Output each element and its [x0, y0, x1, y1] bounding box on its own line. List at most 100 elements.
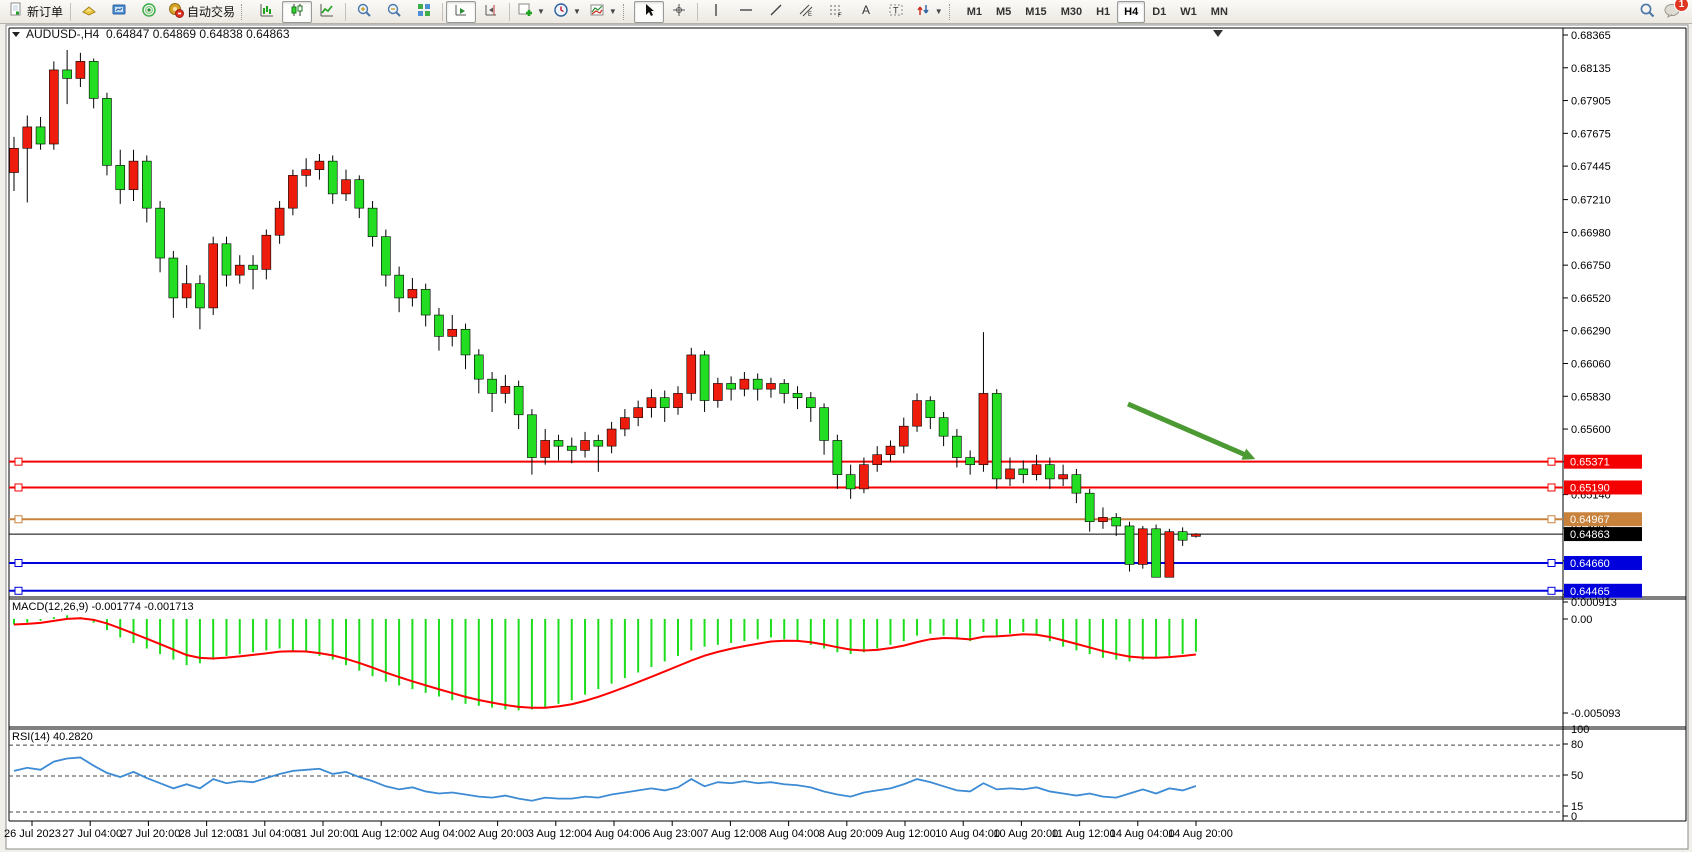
timeframe-m1-button[interactable]: M1	[960, 1, 989, 23]
tile-windows-icon	[416, 2, 432, 21]
time-tick-label: 11 Aug 12:00	[1052, 828, 1116, 840]
candle-body	[168, 257, 179, 299]
chart-shift-marker[interactable]	[1213, 30, 1223, 37]
tile-windows-button[interactable]	[409, 1, 439, 23]
crosshair-tool-button[interactable]	[664, 1, 694, 23]
candle-body	[978, 393, 989, 465]
rsi-axis-label: 15	[1571, 801, 1583, 813]
new-order-button[interactable]: 新订单	[4, 1, 67, 23]
fibonacci-tool-button[interactable]: F	[821, 1, 851, 23]
horizontal-line-tool-button[interactable]	[731, 1, 761, 23]
line-chart-mode-button[interactable]	[312, 1, 342, 23]
price-tick-label: 0.66750	[1571, 260, 1611, 272]
auto-scroll-button[interactable]	[446, 0, 477, 23]
market-watch-button[interactable]	[104, 1, 134, 23]
candle-body	[367, 207, 378, 237]
price-tick-label: 0.65830	[1571, 391, 1611, 403]
vertical-line-tool-button[interactable]	[701, 1, 731, 23]
line-handle	[14, 586, 23, 595]
toolbar-drag-handle[interactable]	[241, 3, 248, 20]
candle-body	[1084, 492, 1095, 522]
macd-axis-label: -0.005093	[1571, 708, 1621, 720]
candle-body	[925, 400, 936, 418]
timeframe-mn-button[interactable]: MN	[1204, 1, 1235, 23]
timeframe-label: MN	[1210, 5, 1228, 18]
symbol-dropdown-icon[interactable]	[12, 32, 20, 37]
chart-dynamic-layer: 0.68365 0.68135 0.67905 0.67675 0.67445 0.672…	[4, 27, 1687, 840]
new-order-label: 新订单	[27, 5, 64, 19]
autotrading-button[interactable]: 自动交易	[164, 1, 239, 23]
gold-ingot-icon	[81, 2, 97, 21]
candle-body	[1164, 531, 1175, 578]
auto-scroll-icon	[453, 2, 469, 21]
template-button[interactable]: ▼	[585, 1, 621, 23]
clock-icon	[553, 2, 569, 21]
trendline-tool-button[interactable]	[761, 1, 791, 23]
line-handle	[1547, 457, 1556, 466]
candle-body	[739, 378, 750, 390]
bar-chart-mode-button[interactable]	[252, 1, 282, 23]
arrows-icon	[915, 2, 931, 21]
timeframe-h1-button[interactable]: H1	[1089, 1, 1117, 23]
signal-icon	[141, 2, 157, 21]
toolbar-drag-handle[interactable]	[948, 3, 956, 20]
candle-body	[62, 69, 72, 79]
chart-shift-button[interactable]	[476, 1, 506, 23]
add-indicator-button[interactable]: ▼	[513, 1, 549, 23]
new-order-icon	[8, 2, 24, 21]
time-tick-label: 3 Aug 12:00	[528, 828, 587, 840]
search-icon[interactable]	[1639, 2, 1656, 22]
candle-body	[234, 264, 245, 276]
price-tick-label: 0.66520	[1571, 293, 1611, 305]
price-tick-label: 0.67445	[1571, 161, 1611, 173]
candle-body	[540, 440, 551, 458]
signals-button[interactable]	[134, 1, 164, 23]
period-button[interactable]: ▼	[549, 1, 585, 23]
trend-arrow[interactable]	[1127, 401, 1256, 460]
time-tick-label: 27 Jul 20:00	[120, 828, 180, 840]
candle-body	[75, 61, 86, 79]
cursor-tool-button[interactable]	[633, 0, 664, 23]
chat-button[interactable]: 1	[1664, 0, 1689, 21]
candle-body	[274, 207, 285, 236]
horizontal-line-icon	[738, 2, 754, 21]
candle-body	[726, 383, 736, 390]
timeframe-m30-button[interactable]: M30	[1054, 1, 1089, 23]
toolbar-separator	[442, 2, 444, 21]
zoom-out-button[interactable]	[379, 1, 409, 23]
timeframe-label: M1	[966, 5, 982, 18]
text-label-tool-button[interactable]: T	[881, 1, 911, 23]
dropdown-arrow-icon: ▼	[537, 7, 545, 16]
candle-body	[115, 165, 126, 190]
rsi-label: RSI(14) 40.2820	[12, 731, 93, 743]
arrows-tool-button[interactable]: ▼	[911, 1, 947, 23]
time-tick-label: 28 Jul 12:00	[179, 828, 239, 840]
candle-body	[566, 445, 577, 451]
candle-body	[620, 417, 630, 430]
timeframe-m15-button[interactable]: M15	[1018, 1, 1053, 23]
candlestick-mode-button[interactable]	[282, 0, 313, 23]
candle-body	[553, 440, 564, 447]
timeframe-label: W1	[1180, 5, 1197, 18]
text-tool-button[interactable]: A	[851, 1, 881, 23]
styles-button[interactable]	[74, 1, 104, 23]
dropdown-arrow-icon: ▼	[934, 7, 943, 16]
candle-body	[991, 393, 1002, 480]
template-icon	[589, 2, 605, 21]
timeframe-m5-button[interactable]: M5	[989, 1, 1018, 23]
zoom-in-button[interactable]	[349, 1, 379, 23]
svg-text:T: T	[893, 6, 899, 16]
line-handle	[1547, 558, 1556, 567]
time-tick-label: 31 Jul 04:00	[237, 828, 297, 840]
toolbar-drag-handle[interactable]	[622, 3, 630, 20]
line-handle	[1547, 515, 1556, 524]
timeframe-h4-button[interactable]: H4	[1117, 0, 1146, 23]
timeframe-d1-button[interactable]: D1	[1145, 1, 1173, 23]
equidistant-channel-tool-button[interactable]: E	[791, 1, 821, 23]
candle-body	[88, 61, 99, 99]
price-lines[interactable]	[9, 457, 1563, 595]
timeframe-w1-button[interactable]: W1	[1173, 1, 1204, 23]
candle-body	[301, 169, 311, 176]
